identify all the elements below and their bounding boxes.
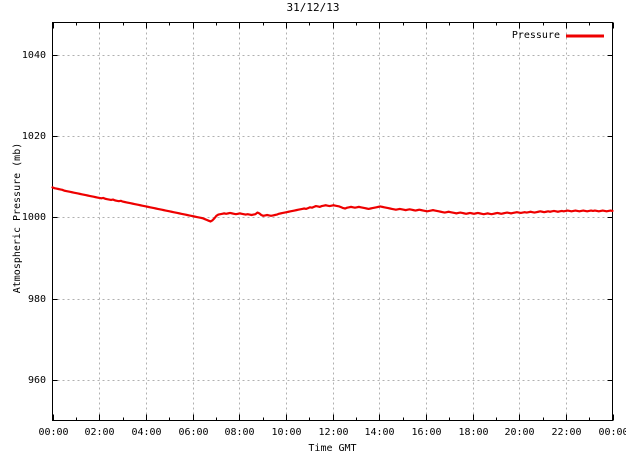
x-tick-label: 18:00 [458,427,489,438]
y-tick-label: 1020 [21,130,46,142]
y-tick-label: 1040 [21,49,46,61]
x-tick-label: 04:00 [131,427,162,438]
y-tick-label: 960 [27,374,46,386]
x-tick-label: 00:00 [598,427,626,438]
x-tick-label: 12:00 [318,427,349,438]
x-tick-label: 14:00 [364,427,395,438]
x-tick-label: 00:00 [38,427,69,438]
x-tick-label: 08:00 [224,427,255,438]
axis-ticks [52,22,614,421]
chart-title: 31/12/13 [286,1,340,14]
plot-frame [52,22,613,421]
data-series [51,186,614,223]
gridlines [52,22,613,421]
y-tick-label: 980 [27,293,46,305]
legend-entry-label: Pressure [511,30,560,41]
x-tick-label: 02:00 [84,427,115,438]
x-tick-label: 10:00 [271,427,302,438]
x-tick-label: 22:00 [551,427,582,438]
x-axis-label: Time GMT [308,443,357,454]
y-tick-label: 1000 [21,211,46,223]
x-tick-label: 16:00 [411,427,442,438]
x-tick-label: 06:00 [178,427,209,438]
x-tick-label: 20:00 [504,427,535,438]
